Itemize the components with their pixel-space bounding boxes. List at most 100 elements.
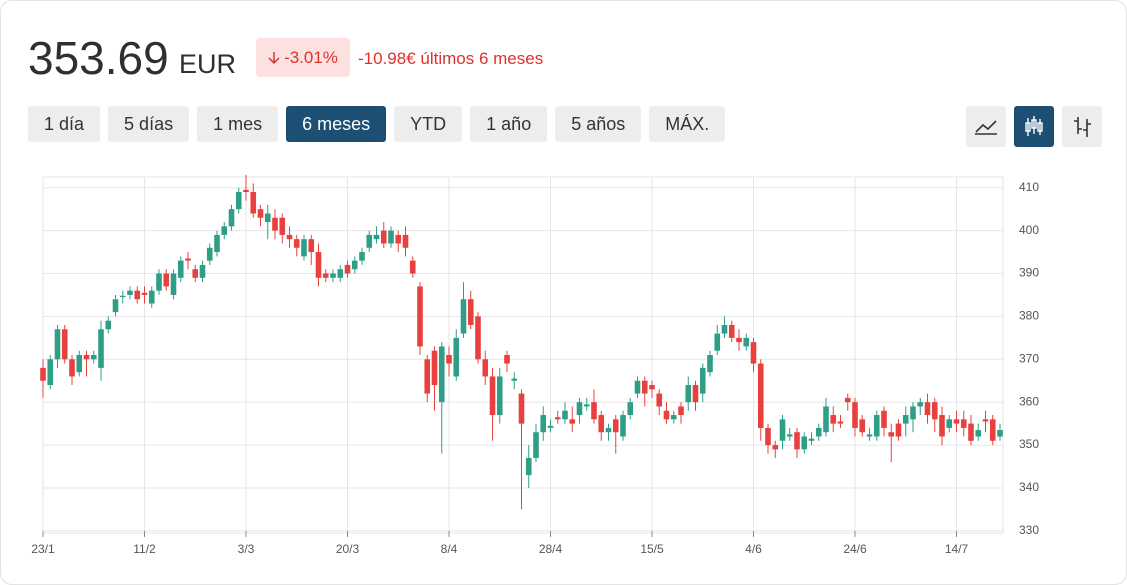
candle-body [525, 457, 532, 476]
range-button[interactable]: 6 meses [286, 106, 387, 142]
candle-body [989, 419, 996, 441]
candle-body [373, 234, 380, 240]
y-tick-label: 370 [1019, 351, 1039, 365]
x-tick-label: 4/6 [745, 542, 762, 556]
candle-body [475, 316, 481, 360]
candle-body [946, 419, 953, 428]
candle-body [47, 359, 54, 386]
candle-body [83, 355, 90, 360]
ohlc-chart-button[interactable] [1062, 106, 1102, 147]
range-button[interactable]: 5 días [108, 106, 190, 142]
candle-body [692, 385, 699, 403]
candle-body [98, 329, 104, 368]
range-button[interactable]: MÁX. [649, 106, 726, 142]
candle-body [707, 355, 713, 373]
candle-body [562, 410, 568, 420]
y-tick-label: 410 [1019, 180, 1039, 194]
x-tick-label: 3/3 [238, 542, 255, 556]
candle-body [504, 355, 510, 364]
candle-body [627, 402, 634, 416]
candle-body [910, 406, 916, 420]
candle-body [772, 445, 779, 450]
candle-body [808, 438, 815, 441]
candle-body [156, 273, 162, 291]
candle-body [221, 226, 228, 235]
candle-body [598, 415, 605, 433]
x-tick-label: 14/7 [945, 542, 969, 556]
candle-body [533, 432, 539, 458]
candle-body [728, 324, 735, 338]
candle-body [279, 217, 286, 235]
candle-body [612, 419, 619, 433]
currency: EUR [179, 49, 237, 79]
change-badge: -3.01% [256, 38, 350, 77]
candle-body [721, 324, 728, 334]
x-tick-label: 11/2 [133, 542, 156, 556]
candle-body [40, 367, 46, 381]
candle-body [678, 406, 684, 416]
candle-body [148, 290, 155, 304]
range-button[interactable]: 1 día [28, 106, 101, 142]
candle-body [844, 397, 851, 403]
candle-body [815, 427, 822, 437]
candle-body [750, 342, 757, 364]
candle-body [576, 402, 583, 416]
candle-body [330, 273, 336, 278]
candle-body [866, 434, 873, 437]
candle-body [982, 419, 989, 422]
candle-body [518, 393, 525, 424]
candle-body [315, 252, 322, 278]
candle-body [119, 295, 126, 298]
candle-body [902, 415, 909, 424]
candle-body [90, 355, 97, 360]
candle-chart-button[interactable] [1014, 106, 1054, 147]
candle-body [837, 421, 844, 424]
x-tick-label: 24/6 [843, 542, 867, 556]
candle-body [250, 192, 257, 214]
y-tick-label: 400 [1019, 223, 1039, 237]
candle-body [69, 359, 75, 377]
candle-body [714, 333, 721, 351]
candle-body [859, 419, 866, 433]
range-button[interactable]: 1 año [470, 106, 548, 142]
candle-body [388, 230, 394, 244]
range-button[interactable]: 5 años [555, 106, 642, 142]
candle-body [634, 380, 641, 394]
candle-body [199, 264, 206, 278]
candle-body [663, 410, 670, 420]
candle-body [482, 359, 489, 377]
candle-body [134, 290, 141, 300]
range-button[interactable]: YTD [394, 106, 463, 142]
y-tick-label: 350 [1019, 437, 1039, 451]
line-chart-button[interactable] [966, 106, 1006, 147]
candle-body [873, 415, 880, 437]
candle-body [243, 189, 249, 193]
candle-body [881, 410, 887, 428]
y-tick-label: 360 [1019, 394, 1039, 408]
candle-body [743, 337, 750, 347]
candle-body [228, 209, 235, 227]
candle-body [931, 402, 938, 420]
candle-body [852, 402, 858, 428]
change: -3.01% [284, 47, 338, 67]
candle-body [395, 234, 402, 244]
candle-body [272, 217, 278, 231]
candle-body [170, 273, 177, 295]
candle-body [801, 436, 808, 450]
candle-body [511, 378, 518, 381]
candle-body [112, 299, 119, 313]
candle-body [591, 402, 597, 420]
candle-body [293, 239, 300, 248]
candle-body [337, 269, 344, 278]
candle-body [380, 230, 387, 244]
candle-body [431, 350, 438, 386]
candle-body [583, 404, 590, 407]
range-button[interactable]: 1 mes [197, 106, 279, 142]
candle-body [214, 234, 220, 253]
candle-body [76, 355, 83, 373]
candle-body [757, 363, 764, 428]
candle-body [917, 402, 924, 407]
candle-body [649, 385, 655, 390]
